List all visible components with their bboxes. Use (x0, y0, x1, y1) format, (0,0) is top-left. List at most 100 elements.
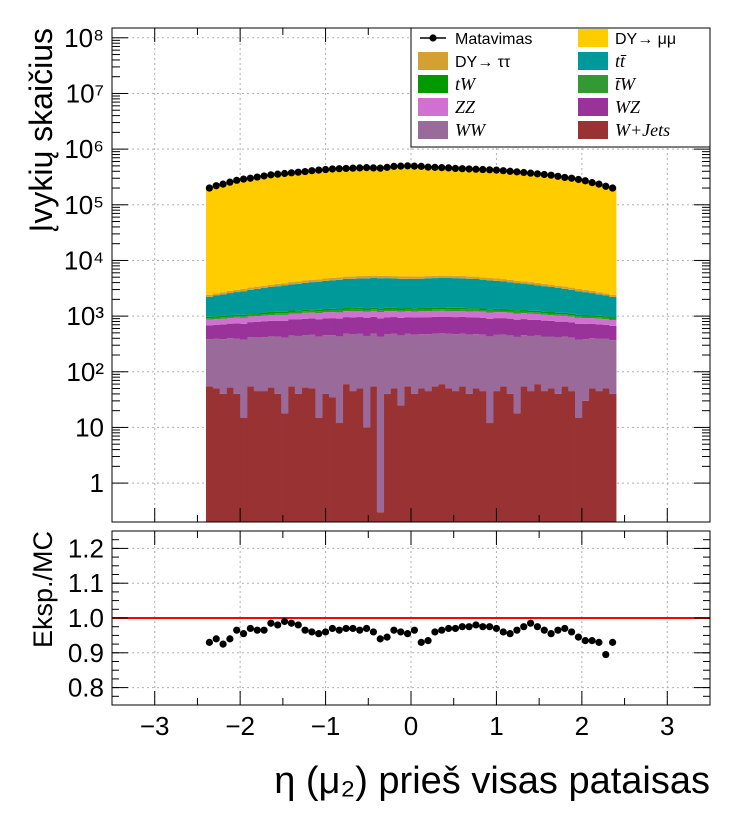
data-point (527, 169, 535, 177)
bar (287, 171, 296, 283)
data-point (328, 165, 337, 173)
bar (328, 310, 337, 313)
bar (411, 167, 419, 277)
legend-entry: tt̄ (578, 51, 627, 71)
bar (287, 311, 296, 314)
bar (397, 310, 405, 312)
bar (342, 384, 350, 522)
data-point (485, 166, 494, 174)
data-point (479, 165, 487, 174)
bar (246, 313, 255, 315)
bar (609, 294, 617, 297)
data-point (260, 172, 268, 180)
bar (527, 284, 535, 311)
bar (581, 323, 590, 340)
ratio-point (574, 633, 583, 641)
bar (520, 319, 528, 336)
bar (417, 309, 426, 312)
bar (554, 175, 562, 286)
bar (499, 312, 508, 319)
bar (547, 174, 555, 285)
bar (609, 296, 617, 318)
bar (281, 314, 289, 321)
bar (588, 315, 596, 317)
bar (219, 292, 227, 295)
data-point (349, 164, 357, 172)
bar (404, 167, 412, 277)
bar (527, 171, 535, 283)
bar (527, 319, 535, 336)
bar (513, 413, 521, 522)
bar (602, 388, 610, 522)
bar (561, 288, 569, 313)
bar (452, 311, 460, 318)
data-point (376, 164, 384, 172)
ratio-point (588, 637, 596, 645)
ratio-point (513, 626, 521, 634)
bar (452, 309, 460, 312)
bar (301, 309, 309, 312)
legend-label: t̄W (615, 74, 637, 94)
ratio-axis-ticks: 0.8 0.9 1.0 1.1 1.2 −3 −2 −1 0 1 2 3 (68, 530, 711, 741)
bar (260, 391, 268, 522)
bar (547, 284, 555, 287)
bar (506, 279, 514, 283)
bar (233, 393, 241, 522)
data-point (602, 182, 610, 190)
bar (561, 336, 569, 387)
data-point (287, 169, 295, 177)
bar (602, 317, 610, 320)
bar (226, 181, 234, 291)
bar (486, 318, 494, 337)
bar (315, 169, 323, 280)
data-point (568, 174, 576, 182)
bar (568, 316, 576, 323)
bar (411, 393, 419, 522)
bar (581, 180, 590, 290)
bar (322, 310, 330, 313)
bar (390, 311, 398, 318)
data-point (465, 165, 473, 173)
bar (404, 308, 412, 310)
bar (404, 333, 412, 387)
bar (609, 340, 617, 394)
ratio-point (219, 640, 227, 648)
ratio-point (602, 650, 610, 659)
bar (349, 167, 357, 277)
bar (390, 166, 398, 277)
bar (349, 334, 357, 392)
ratio-point (267, 619, 275, 627)
data-point (554, 172, 562, 180)
bar (575, 291, 583, 315)
ratio-point (417, 638, 425, 646)
ratio-point (506, 630, 514, 638)
ratio-point (376, 635, 384, 643)
bar (472, 308, 480, 310)
bar (575, 323, 583, 340)
legend-entry: WZ (578, 97, 641, 117)
bar (472, 167, 480, 277)
bar (246, 177, 255, 288)
legend-swatch (578, 121, 608, 139)
bar (513, 283, 521, 311)
bar (452, 317, 460, 335)
bar (431, 307, 439, 310)
bar (452, 275, 460, 279)
bar (328, 397, 337, 522)
bar (568, 391, 576, 522)
data-point (253, 173, 261, 181)
bar (540, 320, 549, 337)
bar (246, 289, 255, 314)
bar (493, 280, 501, 309)
bar (205, 319, 214, 326)
bar (369, 275, 378, 278)
ratio-point (308, 628, 316, 636)
bar (609, 317, 617, 319)
legend-label: tt̄ (615, 51, 627, 71)
bar (499, 334, 508, 387)
bar (294, 319, 303, 336)
bar (376, 312, 385, 319)
data-point (280, 169, 289, 178)
bar (363, 335, 371, 428)
ratio-point (554, 626, 562, 634)
